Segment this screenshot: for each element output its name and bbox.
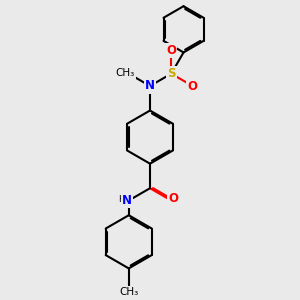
- Text: N: N: [122, 194, 132, 207]
- Text: N: N: [145, 80, 155, 92]
- Text: O: O: [187, 80, 197, 93]
- Text: S: S: [167, 67, 176, 80]
- Text: O: O: [168, 192, 178, 205]
- Text: H: H: [118, 195, 125, 204]
- Text: CH₃: CH₃: [116, 68, 135, 78]
- Text: O: O: [166, 44, 176, 57]
- Text: CH₃: CH₃: [119, 287, 138, 297]
